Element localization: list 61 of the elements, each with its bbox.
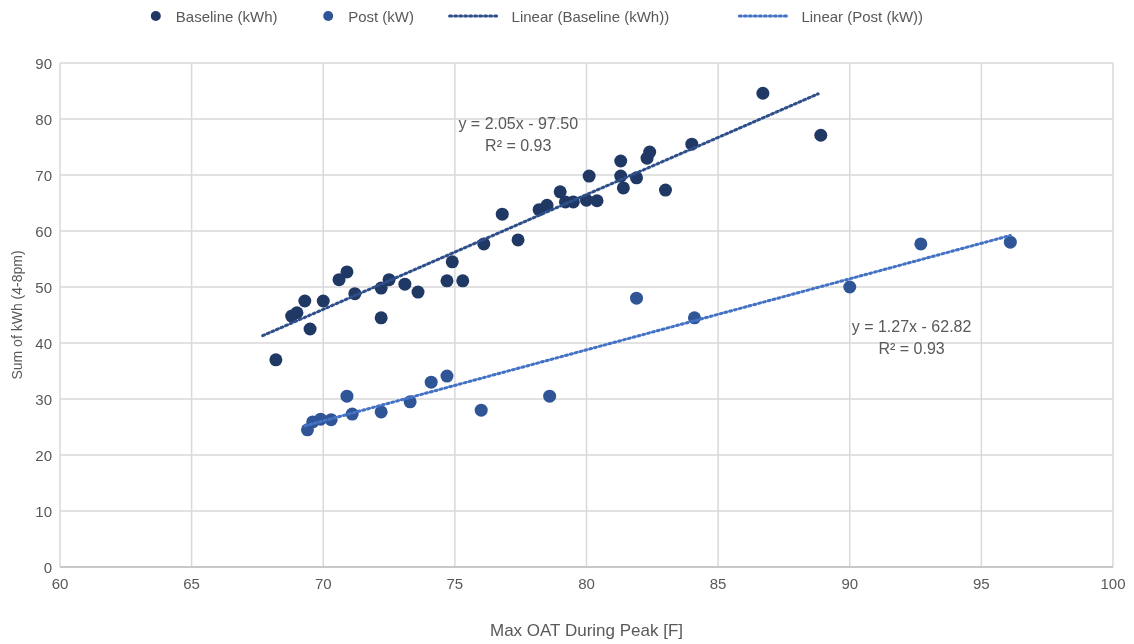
point (445, 255, 459, 269)
point (543, 389, 557, 403)
y-tick-label: 40 (35, 334, 52, 352)
y-tick-label: 90 (35, 54, 52, 72)
point (914, 237, 928, 251)
point (495, 207, 509, 221)
x-tick-label: 70 (314, 575, 332, 592)
point (614, 154, 628, 168)
point (340, 389, 354, 403)
annotation: y = 1.27x - 62.82 R² = 0.93 (851, 318, 972, 358)
x-tick-label: 85 (709, 575, 727, 592)
x-tick-label: 80 (578, 575, 595, 592)
point (474, 403, 488, 417)
legend-label: Baseline (kWh) (175, 7, 278, 25)
point (316, 294, 330, 308)
point (456, 274, 470, 288)
legend-label: Post (kW) (348, 7, 415, 25)
y-tick-label: 60 (35, 222, 52, 240)
y-tick-label: 20 (35, 446, 52, 464)
x-tick-label: 100 (1100, 575, 1126, 592)
point (332, 273, 346, 287)
point (616, 181, 630, 195)
point (269, 353, 283, 367)
point (411, 285, 425, 299)
x-tick-label: 75 (446, 575, 464, 592)
x-tick-label: 65 (183, 575, 200, 592)
legend-label: Linear (Baseline (kWh)) (511, 7, 670, 25)
y-tick-label: 50 (35, 278, 52, 296)
point (374, 311, 388, 325)
annotation: y = 2.05x - 97.50 R² = 0.93 (458, 115, 579, 155)
point (398, 277, 412, 291)
point (582, 169, 596, 183)
point (756, 86, 770, 100)
point (1003, 235, 1017, 249)
y-tick-label: 0 (43, 558, 52, 576)
point (340, 265, 354, 279)
point (440, 274, 454, 288)
y-tick-label: 80 (35, 110, 52, 128)
point (658, 183, 672, 197)
y-tick-label: 70 (35, 166, 52, 184)
point (511, 233, 525, 247)
point (643, 145, 657, 159)
y-tick-label: 10 (35, 502, 52, 520)
point (814, 128, 828, 142)
point (630, 291, 644, 305)
point (303, 322, 317, 336)
point (440, 369, 454, 383)
point (590, 194, 604, 208)
x-axis-title: Max OAT During Peak [F] (489, 621, 684, 640)
point (290, 306, 304, 320)
y-tick-label: 30 (35, 390, 52, 408)
x-tick-label: 90 (841, 575, 859, 592)
legend-label: Linear (Post (kW)) (801, 7, 924, 25)
point (843, 280, 857, 294)
y-axis-title: Sum of kWh (4-8pm) (9, 250, 25, 380)
point (298, 294, 312, 308)
x-tick-label: 95 (973, 575, 990, 592)
point (424, 375, 438, 389)
point (553, 185, 567, 199)
x-tick-label: 60 (51, 575, 69, 592)
point (374, 405, 388, 419)
